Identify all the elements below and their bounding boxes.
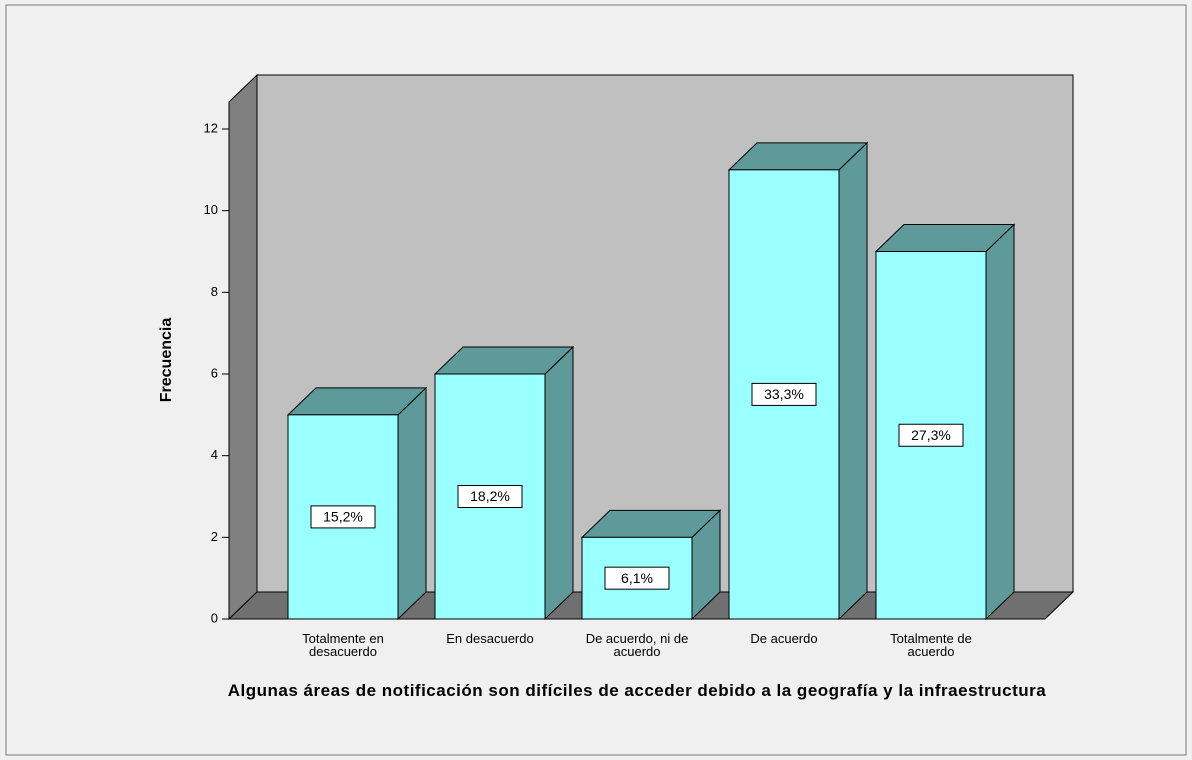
value-label: 33,3% xyxy=(764,386,804,402)
x-axis-label: Algunas áreas de notificación son difíci… xyxy=(227,681,1047,700)
value-label: 27,3% xyxy=(911,427,951,443)
y-tick-label: 10 xyxy=(204,202,218,217)
x-tick-label: De acuerdo, ni de acuerdo xyxy=(585,631,689,659)
value-label-box xyxy=(604,566,670,590)
frame xyxy=(5,4,1187,756)
bar-side xyxy=(544,345,574,621)
x-tick-label: En desacuerdo xyxy=(446,631,534,646)
bar-side xyxy=(838,141,868,621)
x-tick-label: De acuerdo xyxy=(750,631,818,646)
value-label: 6,1% xyxy=(621,570,653,586)
value-label-box xyxy=(457,485,523,508)
y-axis-label: Frecuencia xyxy=(158,318,175,403)
value-label: 15,2% xyxy=(323,509,363,525)
y-tick-label: 12 xyxy=(204,120,218,135)
y-tick-label: 2 xyxy=(211,529,218,544)
x-tick-label: Totalmente de acuerdo xyxy=(890,631,972,659)
bar-side xyxy=(985,223,1015,621)
value-label: 18,2% xyxy=(470,488,510,504)
side-wall xyxy=(228,73,258,621)
value-label-box xyxy=(751,382,817,406)
y-tick-label: 8 xyxy=(211,284,218,299)
x-tick-label: Totalmente en desacuerdo xyxy=(302,631,384,659)
value-label-box xyxy=(310,505,376,529)
y-tick-label: 0 xyxy=(211,610,218,625)
bar-side xyxy=(397,386,427,621)
y-tick-label: 6 xyxy=(211,365,218,380)
y-tick-label: 4 xyxy=(211,447,218,462)
value-label-box xyxy=(898,423,964,447)
